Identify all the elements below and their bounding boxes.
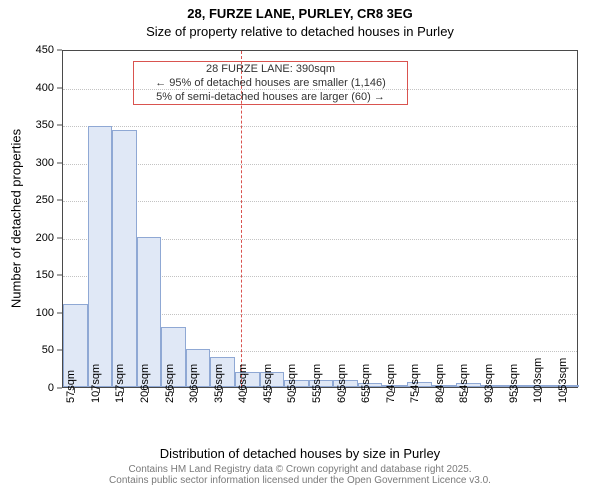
y-tick-mark xyxy=(57,237,62,238)
y-tick-label: 450 xyxy=(22,44,54,56)
x-tick-mark xyxy=(517,388,518,393)
chart-title-secondary: Size of property relative to detached ho… xyxy=(0,24,600,39)
footer-line1: Contains HM Land Registry data © Crown c… xyxy=(0,464,600,475)
x-tick-mark xyxy=(148,388,149,393)
x-tick-mark xyxy=(418,388,419,393)
y-tick-mark xyxy=(57,388,62,389)
histogram-bar xyxy=(88,126,113,387)
annotation-box: 28 FURZE LANE: 390sqm← 95% of detached h… xyxy=(133,61,408,105)
footer-line2: Contains public sector information licen… xyxy=(0,475,600,486)
x-tick-mark xyxy=(541,388,542,393)
x-tick-mark xyxy=(271,388,272,393)
y-tick-mark xyxy=(57,162,62,163)
y-gridline xyxy=(63,201,577,202)
x-tick-mark xyxy=(369,388,370,393)
chart-footer: Contains HM Land Registry data © Crown c… xyxy=(0,464,600,486)
annotation-line: 5% of semi-detached houses are larger (6… xyxy=(136,91,405,105)
y-tick-label: 200 xyxy=(22,232,54,244)
y-tick-mark xyxy=(57,125,62,126)
y-tick-label: 400 xyxy=(22,82,54,94)
histogram-bar xyxy=(112,130,137,387)
y-tick-mark xyxy=(57,87,62,88)
y-tick-mark xyxy=(57,275,62,276)
y-gridline xyxy=(63,164,577,165)
chart-title-primary: 28, FURZE LANE, PURLEY, CR8 3EG xyxy=(0,6,600,21)
x-tick-mark xyxy=(99,388,100,393)
annotation-line: ← 95% of detached houses are smaller (1,… xyxy=(136,77,405,91)
x-tick-mark xyxy=(467,388,468,393)
x-tick-mark xyxy=(173,388,174,393)
x-tick-mark xyxy=(492,388,493,393)
x-tick-mark xyxy=(566,388,567,393)
y-tick-label: 250 xyxy=(22,194,54,206)
y-tick-label: 50 xyxy=(22,344,54,356)
y-tick-mark xyxy=(57,50,62,51)
plot-area: 28 FURZE LANE: 390sqm← 95% of detached h… xyxy=(62,50,578,388)
y-tick-label: 150 xyxy=(22,269,54,281)
y-tick-label: 300 xyxy=(22,157,54,169)
y-tick-mark xyxy=(57,312,62,313)
y-tick-mark xyxy=(57,350,62,351)
y-tick-label: 0 xyxy=(22,382,54,394)
x-tick-mark xyxy=(320,388,321,393)
x-axis-title: Distribution of detached houses by size … xyxy=(0,446,600,461)
x-tick-mark xyxy=(74,388,75,393)
y-tick-mark xyxy=(57,200,62,201)
y-axis-title: Number of detached properties xyxy=(9,50,24,388)
x-tick-mark xyxy=(443,388,444,393)
y-gridline xyxy=(63,126,577,127)
x-tick-mark xyxy=(394,388,395,393)
y-tick-label: 100 xyxy=(22,307,54,319)
chart-container: { "title": { "line1": "28, FURZE LANE, P… xyxy=(0,0,600,500)
x-tick-mark xyxy=(197,388,198,393)
annotation-line: 28 FURZE LANE: 390sqm xyxy=(136,63,405,77)
x-tick-mark xyxy=(123,388,124,393)
y-tick-label: 350 xyxy=(22,119,54,131)
x-tick-mark xyxy=(222,388,223,393)
x-tick-mark xyxy=(246,388,247,393)
x-tick-mark xyxy=(345,388,346,393)
x-tick-mark xyxy=(295,388,296,393)
